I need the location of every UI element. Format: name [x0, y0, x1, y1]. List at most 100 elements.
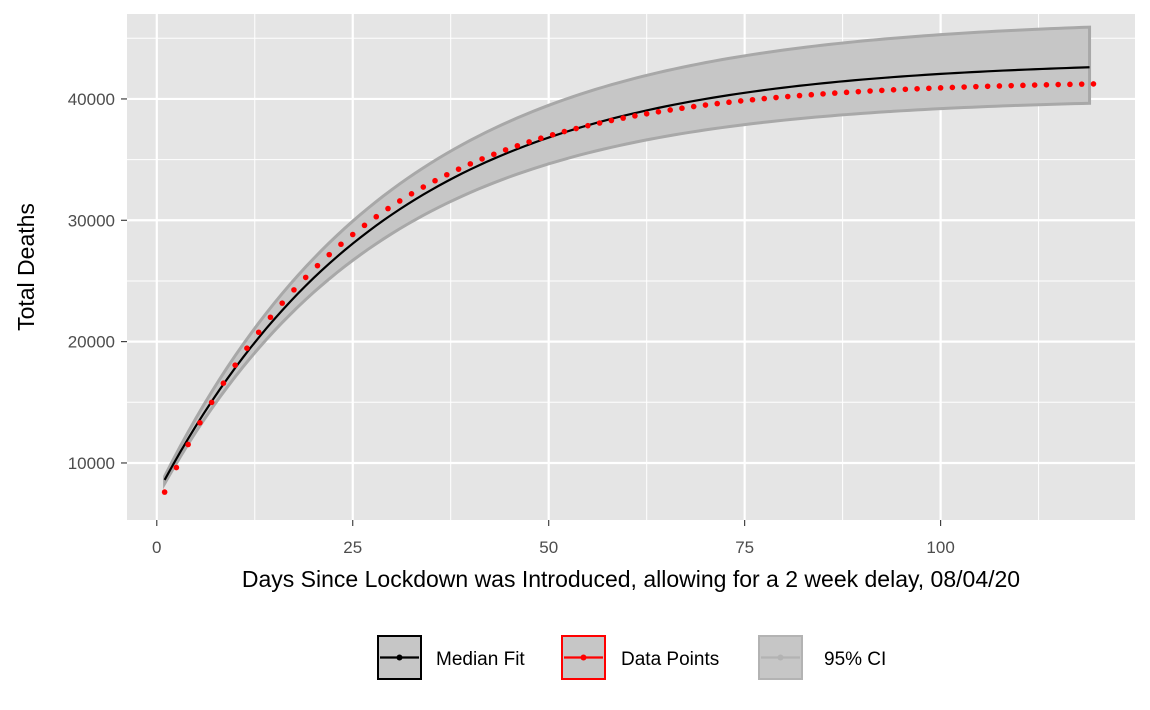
data-point — [655, 109, 662, 115]
data-point — [526, 139, 532, 145]
data-point — [949, 84, 956, 91]
legend-item-median-fit: Median Fit — [377, 635, 525, 680]
data-point — [349, 231, 356, 238]
data-point — [185, 441, 191, 448]
data-point — [173, 464, 180, 471]
legend: Median Fit Data Points 95% CI — [377, 635, 886, 680]
x-tick-label: 0 — [152, 538, 161, 557]
data-point — [632, 113, 638, 119]
data-point — [361, 222, 368, 229]
data-point — [714, 100, 721, 107]
data-point — [197, 419, 203, 426]
data-point — [1090, 81, 1097, 87]
data-point — [502, 147, 509, 153]
median-fit-line — [163, 66, 1090, 481]
data-point — [1055, 81, 1061, 88]
data-point — [879, 87, 885, 94]
y-tick-label: 20000 — [68, 333, 115, 352]
data-point — [1031, 82, 1038, 88]
data-point — [796, 92, 803, 99]
data-point — [244, 345, 250, 351]
data-point — [914, 85, 920, 92]
data-point — [984, 83, 991, 90]
data-point — [643, 110, 650, 117]
data-point — [444, 171, 450, 178]
y-tick-label: 10000 — [68, 454, 115, 473]
data-point — [737, 98, 744, 104]
legend-item-95-ci: 95% CI — [758, 635, 886, 680]
data-point — [549, 131, 556, 138]
data-point — [408, 191, 415, 197]
y-tick-label: 30000 — [68, 211, 115, 230]
data-point — [220, 380, 227, 387]
data-point — [302, 274, 309, 281]
data-point — [973, 83, 979, 90]
legend-dot-95-ci — [777, 654, 784, 661]
confidence-interval-ribbon — [163, 25, 1092, 490]
data-point — [890, 87, 897, 93]
data-point — [961, 84, 967, 90]
data-point — [161, 489, 168, 495]
data-point — [1043, 82, 1050, 88]
x-tick-label: 50 — [539, 538, 558, 557]
data-point — [338, 241, 344, 248]
legend-item-data-points: Data Points — [561, 635, 719, 680]
y-tick-label: 40000 — [68, 90, 115, 109]
data-point — [1067, 81, 1073, 88]
data-point — [761, 95, 768, 102]
data-point — [1020, 82, 1026, 89]
data-point — [279, 300, 286, 306]
data-point — [373, 213, 380, 220]
data-point — [1008, 82, 1014, 89]
data-point — [314, 262, 321, 269]
data-point — [620, 115, 626, 121]
legend-dot-median-fit — [396, 654, 403, 661]
data-point — [820, 91, 826, 97]
data-point — [326, 251, 333, 258]
data-point — [467, 161, 474, 167]
data-point — [514, 142, 521, 149]
data-point — [749, 96, 756, 103]
data-point — [267, 314, 274, 321]
data-point — [902, 86, 909, 93]
data-point — [667, 107, 673, 113]
data-point — [561, 128, 568, 135]
data-point — [455, 166, 462, 172]
x-axis-title: Days Since Lockdown was Introduced, allo… — [242, 566, 1020, 592]
data-point — [573, 125, 579, 132]
data-point — [784, 93, 791, 100]
data-point — [702, 102, 709, 108]
data-point — [585, 122, 591, 129]
data-point — [679, 105, 685, 112]
data-point — [491, 151, 497, 158]
data-point — [396, 198, 403, 204]
data-point — [996, 83, 1003, 89]
data-point — [538, 135, 544, 142]
data-point — [855, 88, 862, 95]
data-point — [1078, 81, 1085, 87]
y-axis-title: Total Deaths — [13, 203, 39, 331]
data-point — [808, 91, 815, 98]
data-point — [843, 89, 850, 96]
data-point — [420, 184, 427, 190]
y-axis: 10000 20000 30000 40000 — [68, 90, 127, 473]
data-point — [926, 85, 932, 92]
data-point — [867, 88, 873, 94]
x-tick-label: 25 — [343, 538, 362, 557]
data-point — [608, 117, 615, 124]
data-point — [690, 103, 697, 110]
legend-dot-data-points — [580, 654, 587, 661]
x-tick-label: 100 — [926, 538, 954, 557]
legend-label-median-fit: Median Fit — [436, 649, 525, 670]
data-point — [773, 94, 779, 101]
legend-label-95-ci: 95% CI — [824, 649, 886, 670]
data-point — [479, 156, 485, 162]
data-point — [432, 177, 438, 184]
data-point — [208, 399, 215, 406]
x-axis: 0 25 50 75 100 — [152, 520, 955, 557]
data-points-series — [161, 81, 1097, 495]
data-point — [255, 329, 262, 336]
data-point — [291, 287, 297, 293]
legend-label-data-points: Data Points — [621, 649, 719, 670]
